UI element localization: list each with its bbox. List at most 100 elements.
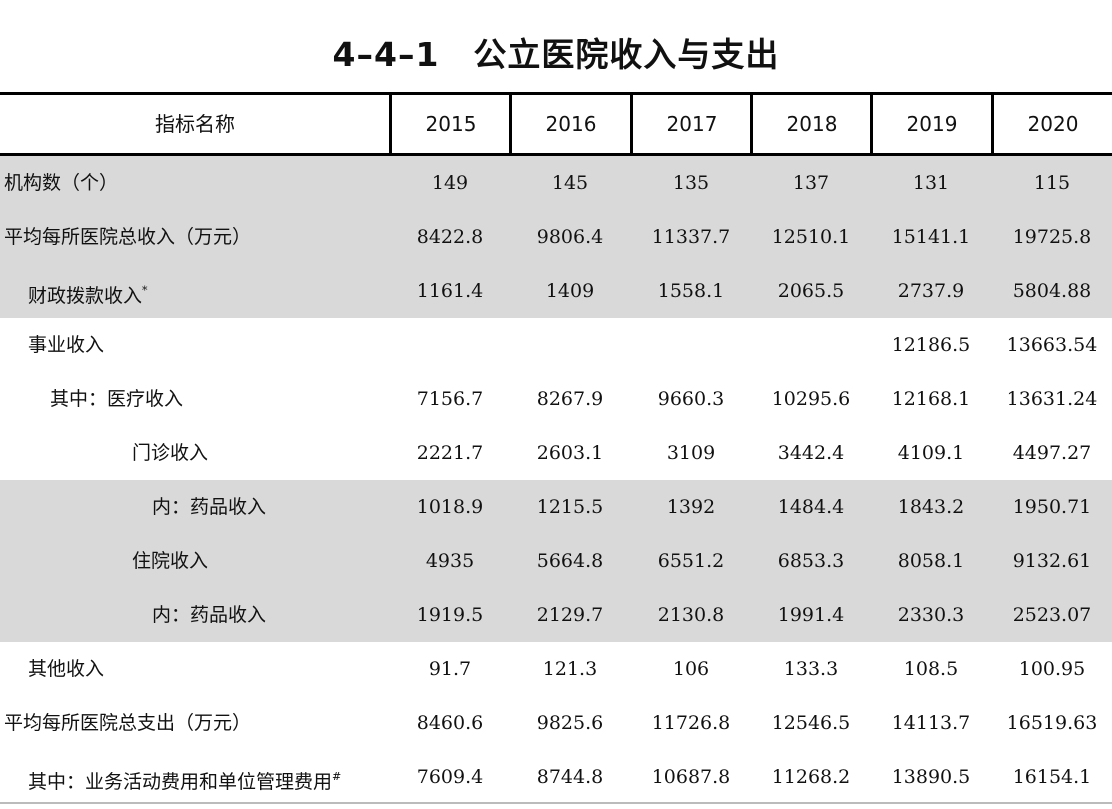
table-row: 内：药品收入 1919.5 2129.7 2130.8 1991.4 2330.3 2523…	[0, 588, 1112, 642]
cell-value: 16154.1	[1012, 766, 1092, 788]
cell-value: 100.95	[1018, 658, 1086, 680]
cell-value: 7156.7	[416, 388, 484, 410]
cell-value: 1950.71	[1012, 496, 1092, 518]
cell-value: 131	[912, 172, 950, 194]
cell-value: 1843.2	[897, 496, 965, 518]
table-row: 财政拨款收入* 1161.4 1409 1558.1 2065.5 2737.9 5804.…	[0, 264, 1112, 318]
row-label: 住院收入	[132, 550, 209, 572]
cell-value: 1392	[666, 496, 716, 518]
header-year-2018: 2018	[786, 112, 838, 136]
cell-value: 9660.3	[657, 388, 725, 410]
table-row: 平均每所医院总支出（万元） 8460.6 9825.6 11726.8 12546.5 1…	[0, 696, 1112, 750]
cell-value: 91.7	[428, 658, 472, 680]
cell-value: 1215.5	[536, 496, 604, 518]
cell-value: 1558.1	[657, 280, 725, 302]
cell-value: 14113.7	[891, 712, 971, 734]
cell-value: 106	[672, 658, 710, 680]
footnote-mark: *	[142, 284, 148, 297]
row-label: 平均每所医院总支出（万元）	[4, 712, 252, 734]
cell-value: 121.3	[542, 658, 598, 680]
header-year-2020: 2020	[1027, 112, 1079, 136]
cell-value: 10295.6	[771, 388, 851, 410]
header-year-2016: 2016	[545, 112, 597, 136]
table-top-rule	[0, 92, 1112, 95]
cell-value: 10687.8	[651, 766, 731, 788]
cell-value: 145	[551, 172, 589, 194]
cell-value: 6551.2	[657, 550, 725, 572]
cell-value: 12168.1	[891, 388, 971, 410]
table-row: 门诊收入 2221.7 2603.1 3109 3442.4 4109.1 4497.27	[0, 426, 1112, 480]
cell-value	[631, 318, 751, 372]
table-row: 事业收入 12186.5 13663.54	[0, 318, 1112, 372]
cell-value	[751, 318, 871, 372]
header-divider	[630, 95, 633, 153]
cell-value: 1161.4	[416, 280, 484, 302]
cell-value: 9132.61	[1012, 550, 1092, 572]
cell-value: 108.5	[903, 658, 959, 680]
row-label: 财政拨款收入*	[28, 284, 148, 307]
table-row: 住院收入 4935 5664.8 6551.2 6853.3 8058.1 9132.61	[0, 534, 1112, 588]
cell-value: 5804.88	[1012, 280, 1092, 302]
cell-value: 2129.7	[536, 604, 604, 626]
cell-value: 9825.6	[536, 712, 604, 734]
cell-value: 9806.4	[536, 226, 604, 248]
cell-value: 19725.8	[1012, 226, 1092, 248]
table-row: 内：药品收入 1018.9 1215.5 1392 1484.4 1843.2 1950.7…	[0, 480, 1112, 534]
cell-value: 15141.1	[891, 226, 971, 248]
cell-value: 13631.24	[1006, 388, 1098, 410]
cell-value: 8422.8	[416, 226, 484, 248]
cell-value: 2330.3	[897, 604, 965, 626]
cell-value: 4935	[425, 550, 475, 572]
cell-value: 133.3	[783, 658, 839, 680]
cell-value	[390, 318, 510, 372]
header-year-2019: 2019	[906, 112, 958, 136]
row-label: 内：药品收入	[152, 604, 267, 626]
footnote-mark: #	[332, 770, 342, 783]
cell-value: 11268.2	[771, 766, 851, 788]
cell-value: 4497.27	[1012, 442, 1092, 464]
cell-value: 6853.3	[777, 550, 845, 572]
table-row: 其中：业务活动费用和单位管理费用# 7609.4 8744.8 10687.8 1126…	[0, 750, 1112, 804]
cell-value: 1991.4	[777, 604, 845, 626]
cell-value: 11726.8	[651, 712, 731, 734]
cell-value: 2221.7	[416, 442, 484, 464]
header-label: 指标名称	[155, 112, 235, 136]
cell-value: 149	[431, 172, 469, 194]
table-row: 平均每所医院总收入（万元） 8422.8 9806.4 11337.7 12510.1 1…	[0, 210, 1112, 264]
cell-value: 8744.8	[536, 766, 604, 788]
header-divider	[509, 95, 512, 153]
header-divider	[750, 95, 753, 153]
header-divider	[870, 95, 873, 153]
cell-value: 3442.4	[777, 442, 845, 464]
row-label: 其他收入	[28, 658, 105, 680]
header-divider	[991, 95, 994, 153]
cell-value: 1919.5	[416, 604, 484, 626]
cell-value: 4109.1	[897, 442, 965, 464]
table-row: 机构数（个） 149 145 135 137 131 115	[0, 156, 1112, 210]
cell-value: 8058.1	[897, 550, 965, 572]
row-label: 事业收入	[28, 334, 105, 356]
header-divider	[389, 95, 392, 153]
cell-value: 2523.07	[1012, 604, 1092, 626]
cell-value: 8267.9	[536, 388, 604, 410]
cell-value: 12186.5	[891, 334, 971, 356]
cell-value: 1409	[545, 280, 595, 302]
table-row: 其中：医疗收入 7156.7 8267.9 9660.3 10295.6 12168.1 1…	[0, 372, 1112, 426]
header-year-2015: 2015	[425, 112, 477, 136]
cell-value: 5664.8	[536, 550, 604, 572]
cell-value: 16519.63	[1006, 712, 1098, 734]
cell-value: 7609.4	[416, 766, 484, 788]
cell-value: 1018.9	[416, 496, 484, 518]
cell-value: 115	[1033, 172, 1071, 194]
cell-value: 2737.9	[897, 280, 965, 302]
row-label: 其中：医疗收入	[50, 388, 184, 410]
row-label: 平均每所医院总收入（万元）	[4, 226, 252, 248]
row-label: 其中：业务活动费用和单位管理费用#	[28, 770, 342, 793]
table-header: 指标名称 2015 2016 2017 2018 2019 2020	[0, 95, 1112, 156]
cell-value: 2603.1	[536, 442, 604, 464]
row-label: 机构数（个）	[4, 172, 119, 194]
cell-value: 12546.5	[771, 712, 851, 734]
table-bottom-rule	[0, 802, 1112, 804]
row-label: 内：药品收入	[152, 496, 267, 518]
cell-value: 1484.4	[777, 496, 845, 518]
